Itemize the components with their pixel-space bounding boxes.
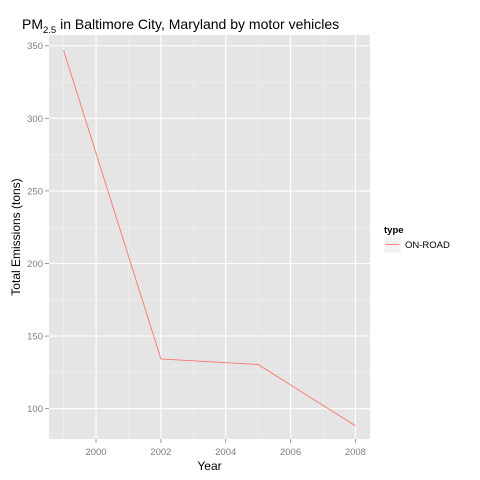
- y-tick-label: 200: [27, 259, 43, 270]
- chart-title-rest: in Baltimore City, Maryland by motor veh…: [56, 16, 339, 32]
- y-tick-label: 300: [27, 114, 43, 125]
- legend: type ON-ROAD: [383, 225, 450, 254]
- y-axis: 100 150 200 250 300 350: [27, 41, 49, 415]
- y-tick-label: 100: [27, 404, 43, 415]
- minor-gridlines: [49, 35, 370, 439]
- legend-keys: ON-ROAD: [383, 235, 450, 254]
- chart-title: PM2.5 in Baltimore City, Maryland by mot…: [22, 16, 339, 36]
- y-tick-label: 250: [27, 186, 43, 197]
- major-gridlines: [49, 35, 370, 439]
- series-layer: [63, 50, 356, 427]
- legend-title: type: [384, 225, 404, 236]
- x-tick-label: 2006: [280, 447, 301, 458]
- x-tick-label: 2002: [150, 447, 171, 458]
- legend-label: ON-ROAD: [405, 240, 450, 251]
- plot-panel: [49, 35, 370, 439]
- x-tick-label: 2000: [85, 447, 106, 458]
- chart-title-subscript: 2.5: [43, 25, 56, 36]
- x-tick-label: 2004: [215, 447, 236, 458]
- y-tick-label: 150: [27, 332, 43, 343]
- y-axis-title: Total Emissions (tons): [9, 178, 23, 295]
- series-line: [63, 50, 356, 427]
- x-axis-title: Year: [197, 459, 221, 473]
- x-axis: 2000 2002 2004 2006 2008: [85, 439, 366, 458]
- chart-title-main: PM: [22, 16, 43, 32]
- y-tick-label: 350: [27, 41, 43, 52]
- x-tick-label: 2008: [345, 447, 366, 458]
